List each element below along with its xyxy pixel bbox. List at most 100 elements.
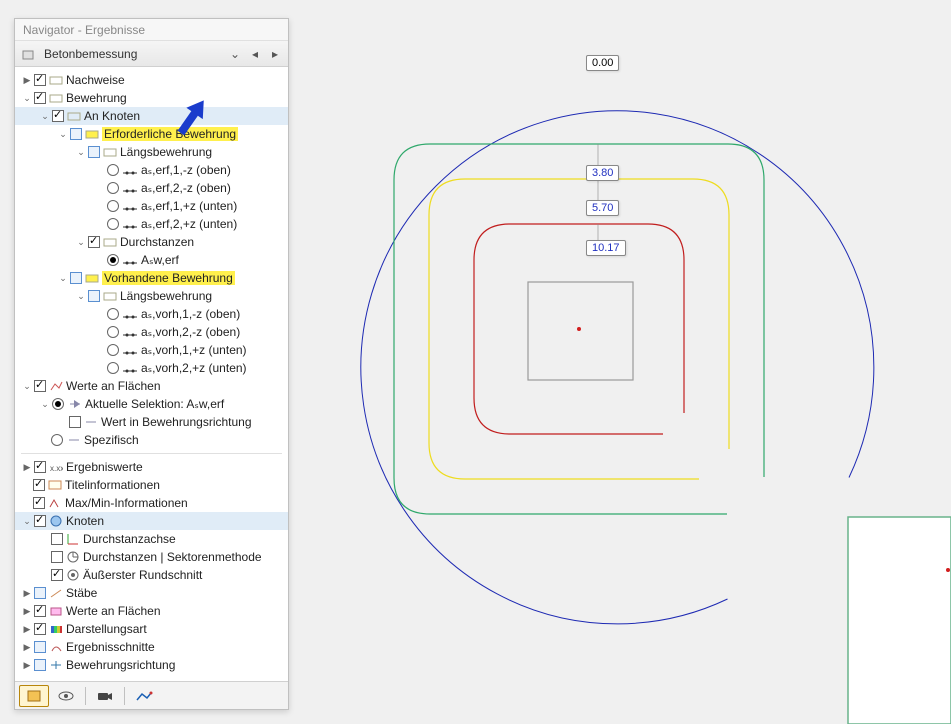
checkbox[interactable] [34, 659, 46, 671]
checkbox[interactable] [34, 641, 46, 653]
label: Aₛw,erf [141, 253, 179, 267]
radio[interactable] [107, 344, 119, 356]
radio[interactable] [51, 434, 63, 446]
tree-item-ergebniswerte[interactable]: ▶ x.xx Ergebniswerte [15, 458, 288, 476]
tree-item-wert-bewehrungsrichtung[interactable]: Wert in Bewehrungsrichtung [15, 413, 288, 431]
toolbar-results-button[interactable] [19, 685, 49, 707]
tree-item-as-vorh-2-neg-z[interactable]: aₛ,vorh,2,-z (oben) [15, 323, 288, 341]
radio[interactable] [107, 362, 119, 374]
radio[interactable] [107, 218, 119, 230]
tree-item-titelinformationen[interactable]: Titelinformationen [15, 476, 288, 494]
tree-item-bewehrungsrichtung[interactable]: ▶ Bewehrungsrichtung [15, 656, 288, 674]
tree-item-bewehrung[interactable]: ⌄ Bewehrung [15, 89, 288, 107]
radio[interactable] [107, 200, 119, 212]
tree-item-werte-an-flaechen[interactable]: ⌄ Werte an Flächen [15, 377, 288, 395]
checkbox-vorhandene-bewehrung[interactable] [70, 272, 82, 284]
checkbox[interactable] [34, 587, 46, 599]
expander-icon[interactable]: ⌄ [57, 272, 69, 284]
toolbar-camera-button[interactable] [90, 685, 120, 707]
checkbox[interactable] [51, 569, 63, 581]
expander-icon[interactable]: ▶ [21, 587, 33, 599]
tree-item-an-knoten[interactable]: ⌄ An Knoten [15, 107, 288, 125]
tree-item-staebe[interactable]: ▶ Stäbe [15, 584, 288, 602]
expander-icon[interactable]: ▶ [21, 623, 33, 635]
checkbox[interactable] [34, 380, 46, 392]
checkbox-erforderliche-bewehrung[interactable] [70, 128, 82, 140]
tree-item-as-erf-1-neg-z[interactable]: aₛ,erf,1,-z (oben) [15, 161, 288, 179]
header-chevron-down-icon[interactable]: ⌄ [228, 47, 242, 61]
expander-icon[interactable]: ▶ [21, 659, 33, 671]
tree-item-erforderliche-bewehrung[interactable]: ⌄ Erforderliche Bewehrung [15, 125, 288, 143]
tree-item-knoten[interactable]: ⌄ Knoten [15, 512, 288, 530]
tree-item-ergebnisschnitte[interactable]: ▶ Ergebnisschnitte [15, 638, 288, 656]
tree-item-aktuelle-selektion[interactable]: ⌄ Aktuelle Selektion: Aₛw,erf [15, 395, 288, 413]
checkbox[interactable] [51, 551, 63, 563]
tree-item-werte-flaechen-2[interactable]: ▶ Werte an Flächen [15, 602, 288, 620]
expander-icon[interactable]: ▶ [21, 641, 33, 653]
toolbar-eye-button[interactable] [51, 685, 81, 707]
expander-icon[interactable]: ⌄ [21, 515, 33, 527]
tree-item-nachweise[interactable]: ▶ Nachweise [15, 71, 288, 89]
expander-icon[interactable]: ⌄ [39, 398, 51, 410]
tree-item-as-erf-2-neg-z[interactable]: aₛ,erf,2,-z (oben) [15, 179, 288, 197]
toolbar-separator [85, 687, 86, 705]
leaf-icon [123, 346, 137, 354]
expander-icon[interactable]: ⌄ [75, 146, 87, 158]
header-next-button[interactable]: ▸ [268, 47, 282, 61]
expander-icon[interactable]: ⌄ [39, 110, 51, 122]
checkbox[interactable] [33, 497, 45, 509]
header-prev-button[interactable]: ◂ [248, 47, 262, 61]
expander-icon[interactable]: ⌄ [21, 380, 33, 392]
radio[interactable] [107, 182, 119, 194]
tree-item-darstellungsart[interactable]: ▶ Darstellungsart [15, 620, 288, 638]
tree-item-vorhandene-bewehrung[interactable]: ⌄ Vorhandene Bewehrung [15, 269, 288, 287]
checkbox-an-knoten[interactable] [52, 110, 64, 122]
tree-item-laengsbewehrung-2[interactable]: ⌄ Längsbewehrung [15, 287, 288, 305]
checkbox[interactable] [34, 605, 46, 617]
radio[interactable] [107, 308, 119, 320]
checkbox[interactable] [33, 479, 45, 491]
checkbox-bewehrung[interactable] [34, 92, 46, 104]
expander-icon[interactable]: ⌄ [75, 290, 87, 302]
tree-item-laengsbewehrung-1[interactable]: ⌄ Längsbewehrung [15, 143, 288, 161]
contour-value-label: 0.00 [586, 55, 619, 71]
checkbox[interactable] [34, 461, 46, 473]
tree-item-as-vorh-1-pos-z[interactable]: aₛ,vorh,1,+z (unten) [15, 341, 288, 359]
radio[interactable] [107, 326, 119, 338]
radio[interactable] [107, 164, 119, 176]
radio-asw-erf[interactable] [107, 254, 119, 266]
checkbox[interactable] [88, 290, 100, 302]
checkbox[interactable] [69, 416, 81, 428]
colormap-icon [49, 622, 63, 636]
expander-icon[interactable]: ▶ [21, 74, 33, 86]
toolbar-graph-button[interactable] [129, 685, 159, 707]
tree-item-as-erf-2-pos-z[interactable]: aₛ,erf,2,+z (unten) [15, 215, 288, 233]
expander-icon[interactable]: ⌄ [57, 128, 69, 140]
expander-icon[interactable]: ▶ [21, 461, 33, 473]
tree-item-spezifisch[interactable]: Spezifisch [15, 431, 288, 449]
tree-item-as-vorh-1-neg-z[interactable]: aₛ,vorh,1,-z (oben) [15, 305, 288, 323]
tree-item-durchstanzen-sektoren[interactable]: Durchstanzen | Sektorenmethode [15, 548, 288, 566]
tree-item-as-vorh-2-pos-z[interactable]: aₛ,vorh,2,+z (unten) [15, 359, 288, 377]
checkbox-nachweise[interactable] [34, 74, 46, 86]
tree-item-max-min[interactable]: Max/Min-Informationen [15, 494, 288, 512]
expander-icon[interactable]: ⌄ [75, 236, 87, 248]
label: Erforderliche Bewehrung [102, 127, 238, 141]
checkbox[interactable] [34, 515, 46, 527]
tree-item-durchstanzen[interactable]: ⌄ Durchstanzen [15, 233, 288, 251]
checkbox[interactable] [88, 146, 100, 158]
tree-item-as-erf-1-pos-z[interactable]: aₛ,erf,1,+z (unten) [15, 197, 288, 215]
tree-item-asw-erf[interactable]: Aₛw,erf [15, 251, 288, 269]
graphics-viewport[interactable]: 0.003.805.7010.17 [296, 0, 951, 724]
tree-item-durchstanzachse[interactable]: Durchstanzachse [15, 530, 288, 548]
checkbox[interactable] [88, 236, 100, 248]
expander-icon[interactable]: ⌄ [21, 92, 33, 104]
checkbox[interactable] [51, 533, 63, 545]
folder-icon [103, 235, 117, 249]
label: Werte an Flächen [66, 379, 161, 393]
tree-item-aeusserster-rundschnitt[interactable]: Äußerster Rundschnitt [15, 566, 288, 584]
checkbox[interactable] [34, 623, 46, 635]
expander-icon[interactable]: ▶ [21, 605, 33, 617]
panel-title-bar: Navigator - Ergebnisse [15, 19, 288, 41]
radio[interactable] [52, 398, 64, 410]
